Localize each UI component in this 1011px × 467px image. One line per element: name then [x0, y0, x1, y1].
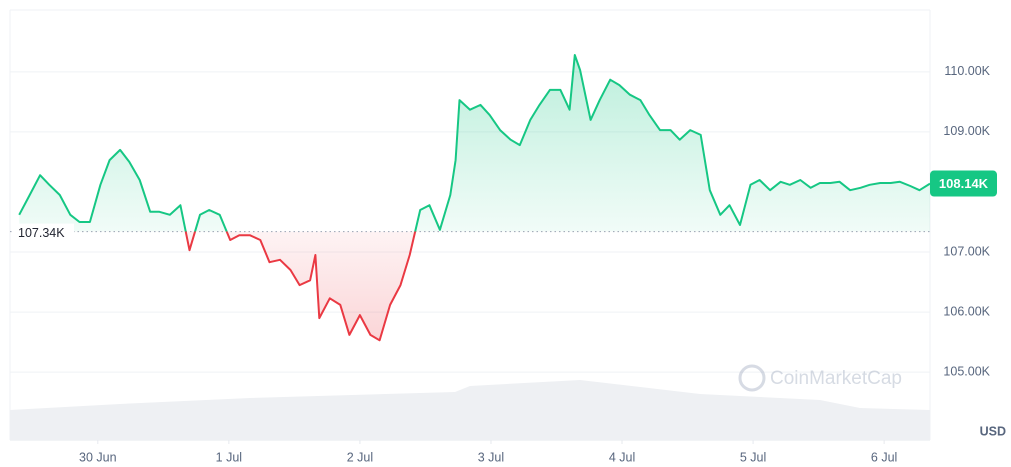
x-tick-label: 3 Jul [478, 450, 504, 464]
x-tick-label: 30 Jun [79, 450, 117, 464]
y-tick-label: 109.00K [943, 124, 990, 138]
plot [10, 54, 931, 342]
last-price-label: 108.14K [939, 176, 989, 191]
currency-label: USD [980, 424, 1006, 438]
x-tick-label: 6 Jul [871, 450, 897, 464]
baseline-label: 107.34K [18, 226, 65, 240]
x-tick-label: 4 Jul [609, 450, 635, 464]
x-tick-label: 1 Jul [216, 450, 242, 464]
price-area [19, 55, 931, 341]
watermark: CoinMarketCap [738, 364, 902, 392]
last-price-tag [930, 170, 997, 197]
y-tick-label: 107.00K [943, 244, 990, 258]
price-line [18, 54, 931, 342]
baseline-label-bg [12, 223, 74, 240]
y-tick-label: 110.00K [944, 64, 990, 78]
watermark-logo [738, 364, 766, 392]
x-tick-label: 2 Jul [347, 450, 373, 464]
y-tick-label: 106.00K [943, 304, 990, 318]
x-tick-label: 5 Jul [740, 450, 766, 464]
y-tick-label: 105.00K [943, 364, 990, 378]
volume-backdrop [10, 380, 930, 440]
watermark-text: CoinMarketCap [770, 368, 902, 389]
